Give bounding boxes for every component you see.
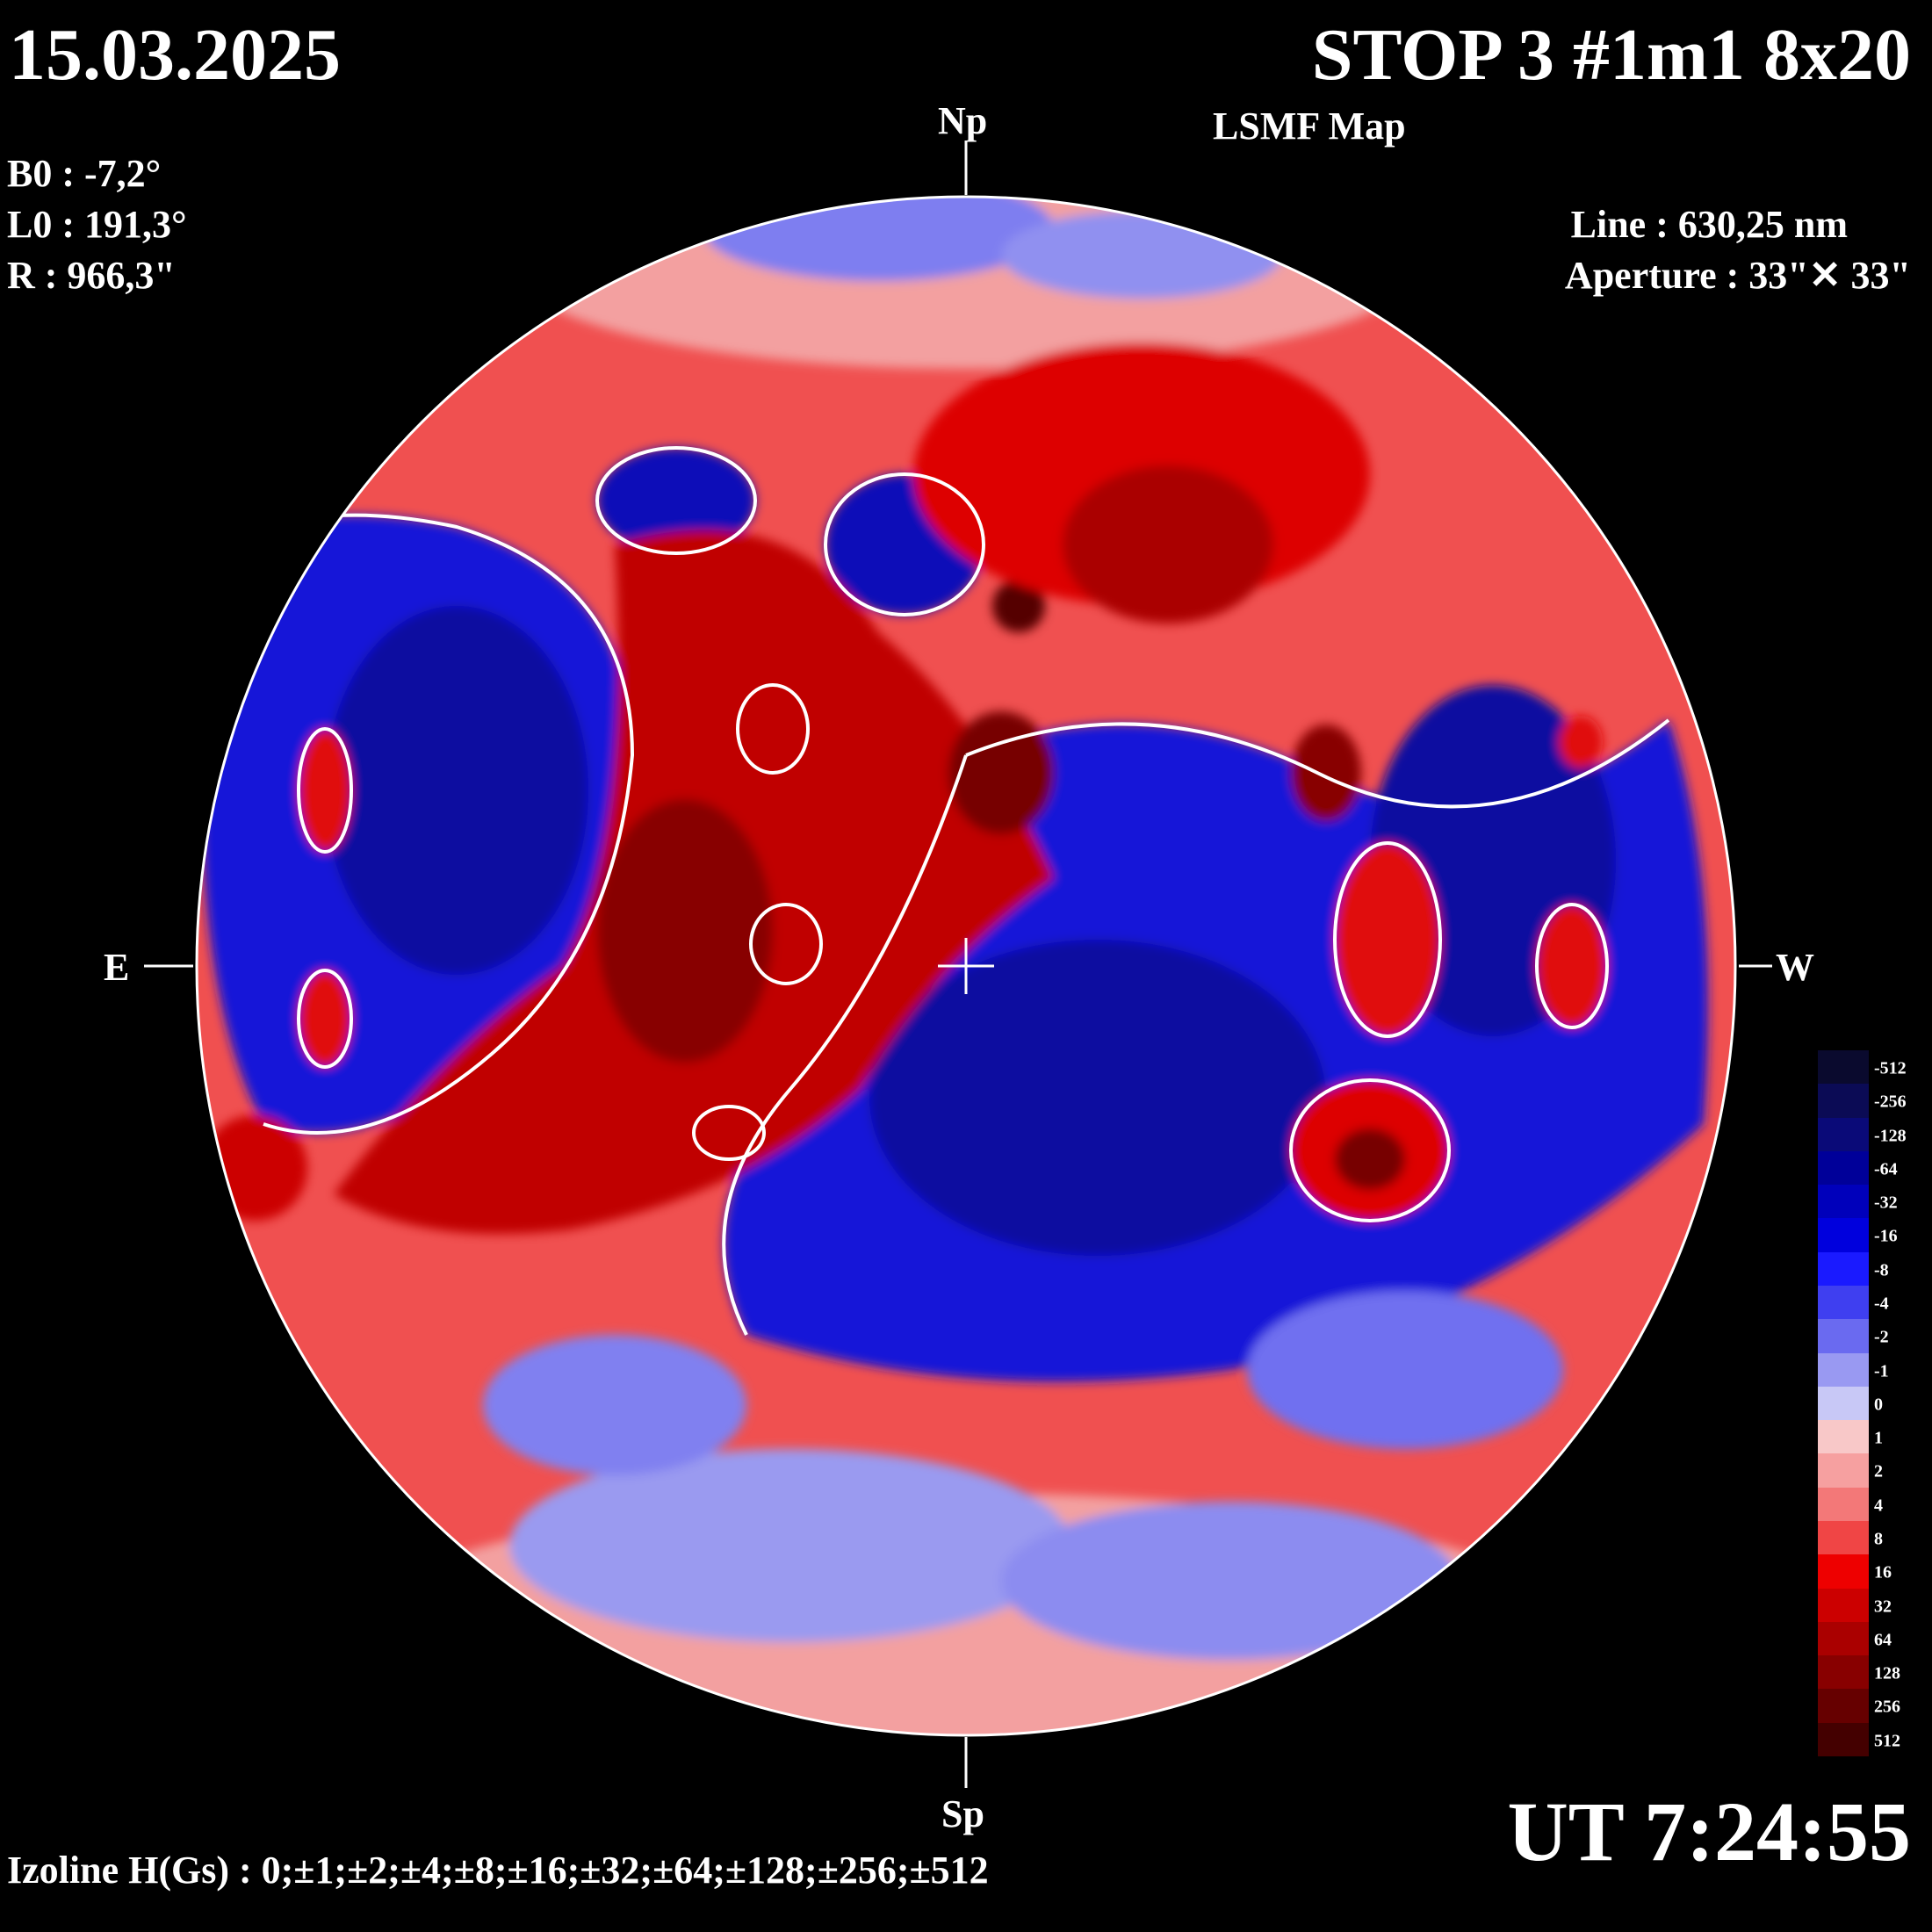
color-scale-label: 32 [1874,1597,1892,1617]
color-scale-label: -128 [1874,1126,1907,1146]
south-pole-label: Sp [941,1792,984,1835]
date-label: 15.03.2025 [9,14,341,96]
color-scale-cell [1818,1420,1869,1454]
color-scale-cell [1818,1554,1869,1590]
color-scale-cell [1818,1185,1869,1219]
color-scale-cell [1818,1655,1869,1690]
izoline-legend: Izoline H(Gs) : 0;±1;±2;±4;±8;±16;±32;±6… [7,1849,989,1892]
color-scale-label: 0 [1874,1395,1883,1415]
color-scale-label: 256 [1874,1697,1900,1717]
color-scale-cell [1818,1150,1869,1186]
color-scale-cell [1818,1319,1869,1354]
l0-param: L0 : 191,3° [7,203,187,246]
color-scale-label: 2 [1874,1461,1883,1481]
color-scale-cell [1818,1218,1869,1253]
north-pole-label: Np [938,99,988,142]
color-scale-label: 1 [1874,1428,1883,1448]
color-scale-label: -4 [1874,1294,1889,1314]
color-scale-cell [1818,1722,1869,1757]
radius-param: R : 966,3" [7,254,176,297]
east-label: E [104,946,130,989]
color-scale-label: 128 [1874,1663,1900,1683]
color-scale-label: 16 [1874,1562,1892,1582]
color-scale-cell [1818,1352,1869,1388]
color-scale-cell [1818,1453,1869,1489]
color-scale-label: -1 [1874,1361,1889,1381]
observation-title: STOP 3 #1m1 8x20 [1311,14,1911,96]
color-scale-label: -256 [1874,1092,1907,1112]
color-scale-label: -32 [1874,1193,1898,1213]
b0-param: B0 : -7,2° [7,152,162,195]
map-type-label: LSMF Map [1213,105,1406,148]
color-scale-label: -512 [1874,1058,1907,1078]
color-scale-cell [1818,1286,1869,1320]
color-scale-cell [1818,1487,1869,1522]
color-scale-cell [1818,1251,1869,1287]
color-scale-cell [1818,1621,1869,1656]
color-scale-cell [1818,1084,1869,1119]
color-scale-cell [1818,1521,1869,1555]
color-scale-label: 64 [1874,1630,1892,1650]
color-scale-cell [1818,1386,1869,1421]
disk-limb [195,195,1737,1737]
color-scale-label: -16 [1874,1226,1898,1246]
color-scale-label: -64 [1874,1159,1898,1179]
spectral-line-label: Line : 630,25 nm [1570,203,1848,246]
color-scale-label: -8 [1874,1260,1889,1280]
color-scale-cell [1818,1588,1869,1623]
color-scale-cell [1818,1050,1869,1085]
aperture-label: Aperture : 33"✕ 33" [1564,254,1911,297]
solar-disk [197,197,1735,1735]
ut-time-label: UT 7:24:55 [1507,1784,1911,1878]
color-scale-label: -2 [1874,1327,1889,1347]
color-scale-label: 8 [1874,1529,1883,1549]
color-scale-label: 4 [1874,1496,1883,1516]
color-scale-bar [1818,1050,1869,1757]
west-label: W [1776,946,1814,989]
color-scale-label: 512 [1874,1731,1900,1751]
color-scale-cell [1818,1117,1869,1152]
color-scale-cell [1818,1689,1869,1724]
